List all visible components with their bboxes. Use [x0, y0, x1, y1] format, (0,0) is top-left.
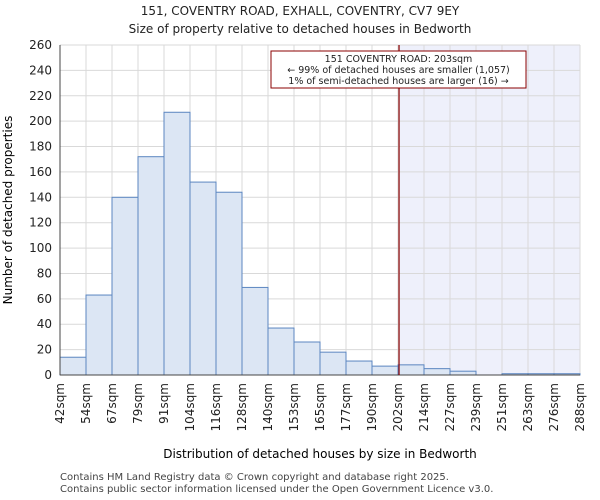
- highlight-region: [399, 45, 580, 375]
- x-tick-label: 239sqm: [469, 383, 483, 431]
- x-tick-label: 140sqm: [261, 383, 275, 431]
- histogram-bar: [241, 286, 269, 376]
- x-tick-label: 190sqm: [365, 383, 379, 431]
- x-axis-label: Distribution of detached houses by size …: [163, 447, 477, 461]
- histogram-bar: [397, 364, 425, 376]
- y-tick-label: 180: [29, 140, 52, 154]
- annotation-line: ← 99% of detached houses are smaller (1,…: [287, 65, 510, 76]
- histogram-bar: [111, 196, 139, 376]
- x-tick-label: 91sqm: [157, 383, 171, 424]
- annotation-line: 151 COVENTRY ROAD: 203sqm: [325, 54, 473, 65]
- x-tick-label: 128sqm: [235, 383, 249, 431]
- histogram-bar: [293, 341, 321, 376]
- footer-line-2: Contains public sector information licen…: [60, 484, 494, 495]
- annotation-line: 1% of semi-detached houses are larger (1…: [288, 76, 508, 87]
- y-tick-label: 80: [37, 266, 52, 280]
- x-tick-label: 153sqm: [287, 383, 301, 431]
- x-tick-label: 165sqm: [313, 383, 327, 431]
- x-tick-label: 104sqm: [183, 383, 197, 431]
- histogram-bar: [137, 156, 165, 376]
- y-tick-label: 200: [29, 114, 52, 128]
- histogram-bar: [189, 181, 217, 376]
- y-tick-label: 60: [37, 292, 52, 306]
- x-tick-label: 67sqm: [105, 383, 119, 424]
- y-tick-label: 100: [29, 241, 52, 255]
- y-tick-label: 40: [37, 317, 52, 331]
- y-tick-label: 140: [29, 190, 52, 204]
- footer-line-1: Contains HM Land Registry data © Crown c…: [60, 472, 449, 483]
- x-tick-label: 79sqm: [131, 383, 145, 424]
- histogram-bar: [345, 360, 373, 376]
- histogram-bar: [319, 351, 347, 376]
- x-tick-label: 177sqm: [339, 383, 353, 431]
- x-tick-label: 42sqm: [53, 383, 67, 424]
- x-tick-label: 263sqm: [521, 383, 535, 431]
- y-tick-label: 240: [29, 63, 52, 77]
- y-axis-label: Number of detached properties: [1, 116, 15, 305]
- x-tick-label: 116sqm: [209, 383, 223, 431]
- histogram-bar: [215, 191, 243, 376]
- y-tick-label: 260: [29, 38, 52, 52]
- histogram-bar: [423, 368, 451, 376]
- x-tick-label: 276sqm: [547, 383, 561, 431]
- chart-title: 151, COVENTRY ROAD, EXHALL, COVENTRY, CV…: [140, 4, 460, 18]
- histogram-bar: [85, 294, 113, 376]
- histogram-bar: [449, 370, 477, 376]
- y-tick-label: 120: [29, 216, 52, 230]
- x-tick-label: 288sqm: [573, 383, 587, 431]
- x-tick-label: 251sqm: [495, 383, 509, 431]
- histogram-bar: [371, 365, 399, 376]
- x-tick-label: 202sqm: [391, 383, 405, 431]
- histogram-bar: [267, 327, 295, 376]
- histogram-bar: [163, 111, 191, 376]
- x-tick-label: 227sqm: [443, 383, 457, 431]
- histogram-bar: [59, 356, 87, 376]
- x-tick-label: 214sqm: [417, 383, 431, 431]
- annotation-box: [270, 50, 527, 89]
- x-tick-label: 54sqm: [79, 383, 93, 424]
- y-tick-label: 220: [29, 89, 52, 103]
- y-tick-label: 0: [44, 368, 52, 382]
- y-tick-label: 20: [37, 343, 52, 357]
- y-tick-label: 160: [29, 165, 52, 179]
- chart-subtitle: Size of property relative to detached ho…: [128, 22, 472, 36]
